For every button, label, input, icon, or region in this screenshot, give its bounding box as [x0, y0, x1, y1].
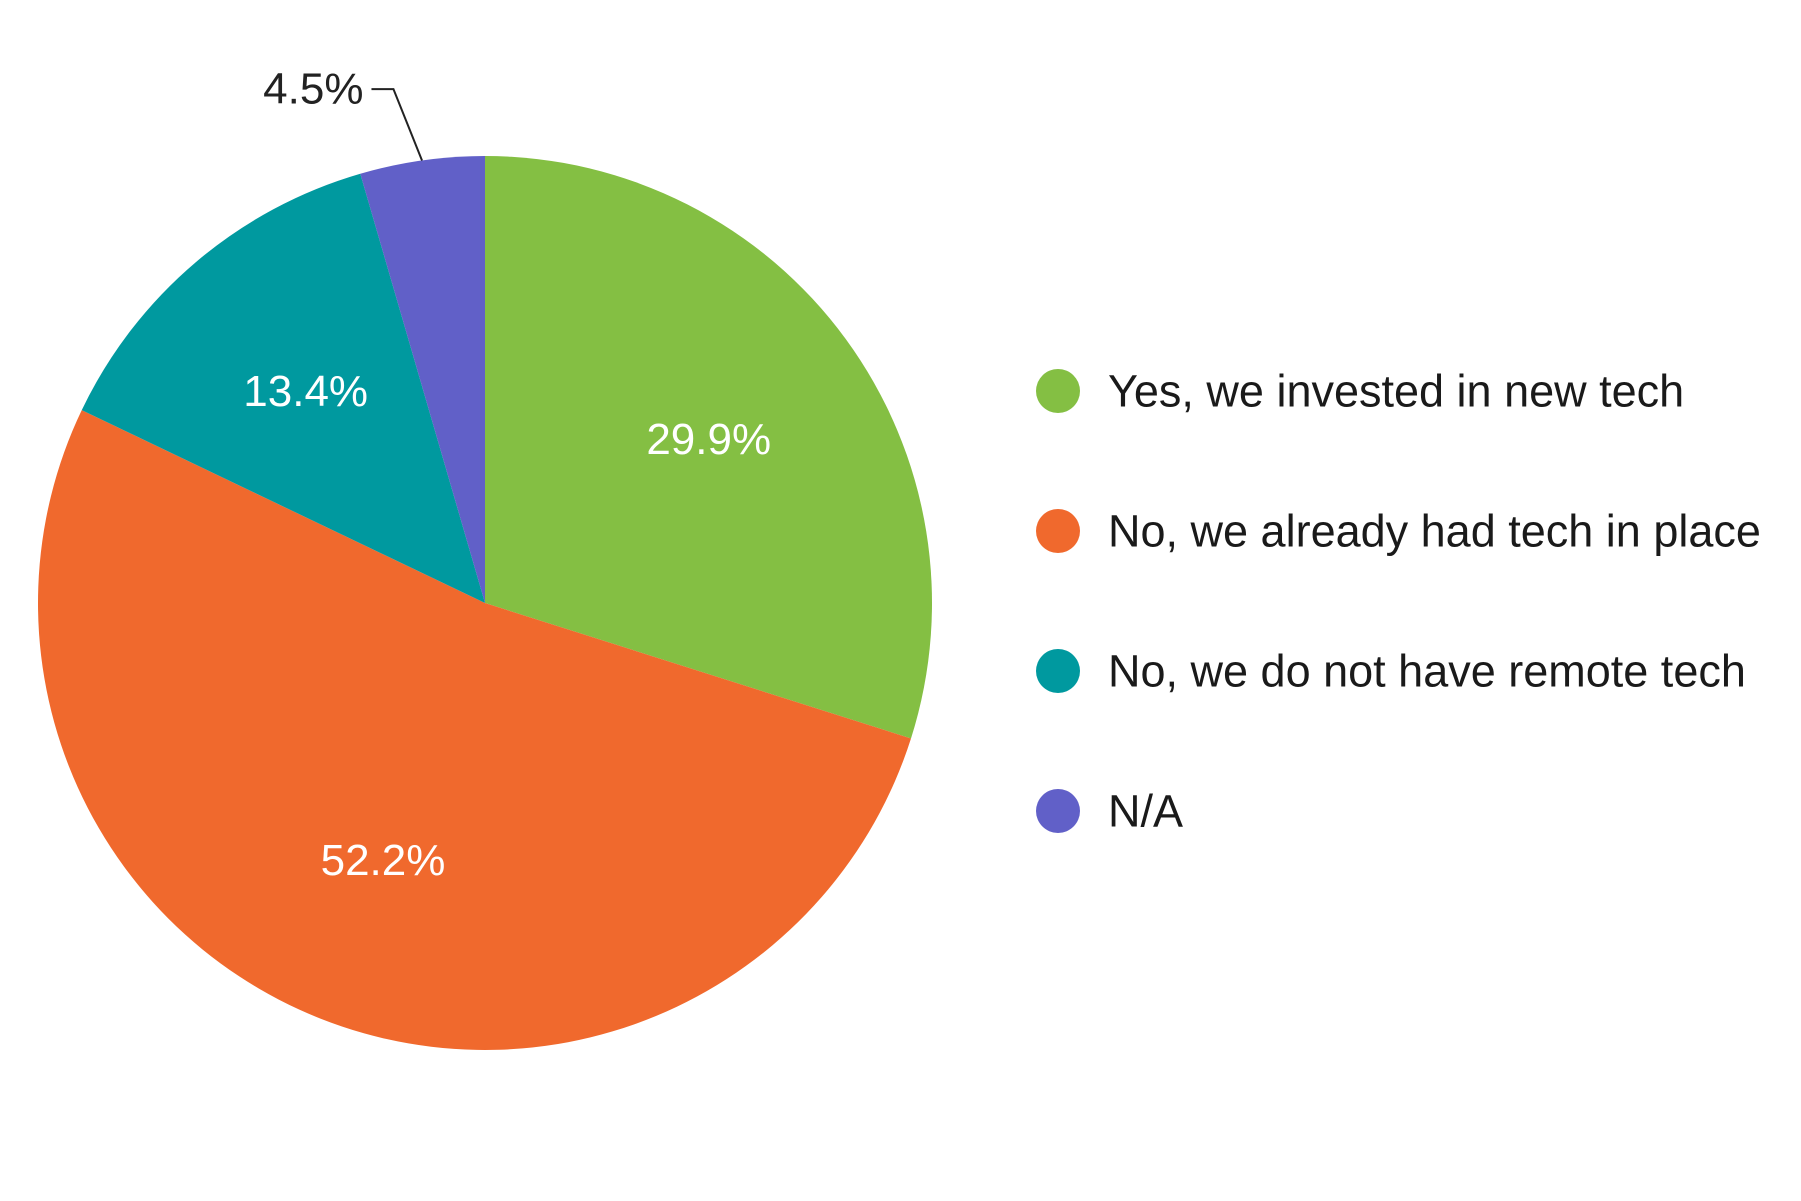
slice-labels: 29.9% 52.2% 13.4% 4.5% [243, 65, 771, 886]
slice-value-label: 4.5% [263, 65, 363, 114]
legend-label: No, we already had tech in place [1108, 506, 1761, 557]
pie-slice-n-a [360, 156, 485, 603]
legend-swatch [1036, 369, 1080, 413]
slice-value-label: 13.4% [243, 367, 368, 416]
leader-lines [371, 88, 423, 161]
pie-slices [38, 156, 932, 1050]
pie-slice-no-we-already-had-tech-in-place [38, 410, 911, 1050]
legend-swatch [1036, 789, 1080, 833]
legend-swatch [1036, 509, 1080, 553]
slice-value-label: 29.9% [646, 415, 771, 464]
legend-swatch [1036, 649, 1080, 693]
leader-line [371, 88, 423, 161]
slice-value-label: 52.2% [321, 836, 446, 885]
legend-label: No, we do not have remote tech [1108, 646, 1746, 697]
legend-label: N/A [1108, 786, 1183, 837]
legend-label: Yes, we invested in new tech [1108, 366, 1684, 417]
pie-slice-no-we-do-not-have-remote-tech [81, 173, 485, 603]
legend: Yes, we invested in new tech No, we alrea… [1036, 366, 1761, 837]
pie-slice-yes-we-invested-in-new-tech [485, 156, 932, 739]
